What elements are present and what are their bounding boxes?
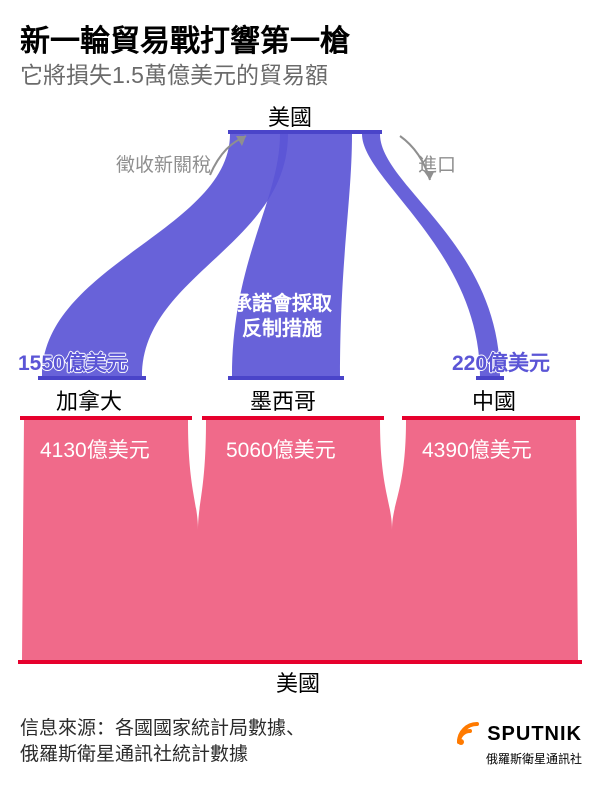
top-country-label: 美國 <box>268 100 312 132</box>
source-text: 信息來源：各國國家統計局數據、 俄羅斯衛星通訊社統計數據 <box>20 716 305 767</box>
value-canada-trade: 4130億美元 <box>40 434 150 464</box>
value-china-trade: 4390億美元 <box>422 434 532 464</box>
annotation-tariff: 徵收新關稅 <box>116 150 211 177</box>
brand-name: SPUTNIK <box>487 723 582 746</box>
annotation-countermeasure: 承諾會採取 反制措施 <box>232 292 332 342</box>
brand-logo: SPUTNIK 俄羅斯衛星通訊社 <box>455 720 582 767</box>
value-mexico-trade: 5060億美元 <box>226 434 336 464</box>
country-label-china: 中國 <box>472 384 516 416</box>
countermeasure-line2: 反制措施 <box>242 318 322 340</box>
country-label-canada: 加拿大 <box>56 384 122 416</box>
bottom-country-label: 美國 <box>276 666 320 698</box>
annotation-arrows <box>210 136 434 180</box>
page-title: 新一輪貿易戰打響第一槍 <box>20 16 350 60</box>
page-subtitle: 它將損失1.5萬億美元的貿易額 <box>20 56 328 90</box>
source-line1: 信息來源：各國國家統計局數據、 <box>20 718 305 739</box>
value-canada-tariff: 1550億美元 <box>18 347 128 377</box>
sputnik-icon <box>455 720 483 748</box>
country-label-mexico: 墨西哥 <box>250 384 316 416</box>
countermeasure-line1: 承諾會採取 <box>232 293 332 315</box>
brand-sub: 俄羅斯衛星通訊社 <box>455 750 582 767</box>
annotation-import: 進口 <box>418 150 456 177</box>
value-china-import: 220億美元 <box>452 347 550 377</box>
source-line2: 俄羅斯衛星通訊社統計數據 <box>20 744 248 765</box>
